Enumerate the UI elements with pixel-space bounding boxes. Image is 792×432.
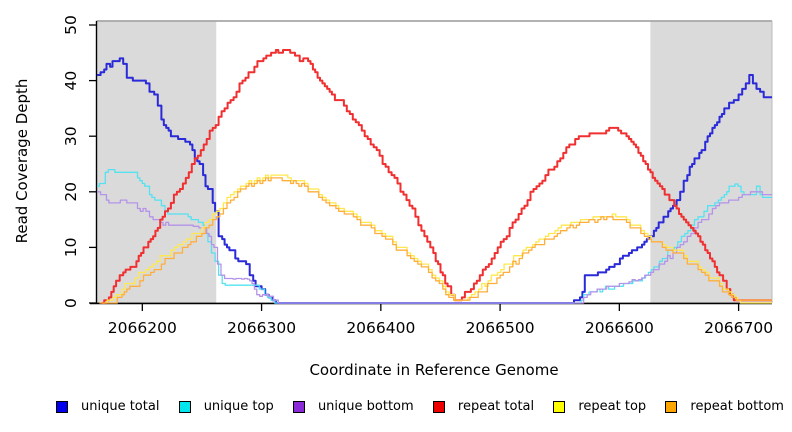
series-line-unique-total [97,57,772,304]
legend: unique total unique top unique bottom repea… [56,399,784,414]
y-axis-title: Read Coverage Depth [13,78,31,244]
x-tick-label: 2066600 [585,319,654,337]
x-axis-ticks: 2066200 2066300 2066400 2066500 2066600 20667… [108,304,773,337]
legend-label: repeat top [578,399,647,414]
shaded-regions [97,21,772,303]
y-tick-label: 0 [62,298,80,308]
y-axis-ticks: 0 10 20 30 40 50 [62,15,96,308]
legend-label: unique top [203,399,274,414]
y-tick-label: 20 [62,182,80,202]
legend-item-repeat-total: repeat total [432,399,535,414]
series-line-repeat-top [104,174,772,304]
legend-swatch-repeat-bottom [665,400,678,413]
legend-item-unique-top: unique top [178,399,274,414]
y-tick-label: 10 [62,238,80,258]
legend-swatch-unique-bottom [292,400,305,413]
x-tick-label: 2066300 [227,319,296,337]
x-tick-label: 2066700 [704,319,773,337]
y-tick-label: 40 [62,71,80,91]
series-line-repeat-total [101,49,772,304]
legend-swatch-unique-top [178,400,191,413]
x-tick-label: 2066200 [108,319,177,337]
shaded-region-0 [97,21,217,303]
series-line-unique-top [97,168,772,304]
series-lines [97,49,772,304]
x-tick-label: 2066500 [466,319,535,337]
series-line-unique-bottom [97,191,772,304]
legend-label: repeat bottom [690,399,784,414]
x-tick-label: 2066400 [346,319,415,337]
legend-item-repeat-bottom: repeat bottom [665,399,784,414]
shaded-region-1 [650,21,772,303]
y-tick-label: 30 [62,126,80,146]
legend-label: unique total [81,399,160,414]
legend-swatch-repeat-top [553,400,566,413]
legend-swatch-unique-total [56,400,68,413]
series-line-repeat-bottom [99,177,772,304]
legend-item-repeat-top: repeat top [553,399,646,414]
legend-label: repeat total [457,399,535,414]
y-tick-label: 50 [62,15,80,35]
legend-item-unique-total: unique total [56,399,159,414]
legend-swatch-repeat-total [432,400,445,413]
legend-item-unique-bottom: unique bottom [292,399,414,414]
legend-label: unique bottom [317,399,414,414]
x-axis-title: Coordinate in Reference Genome [309,361,559,379]
